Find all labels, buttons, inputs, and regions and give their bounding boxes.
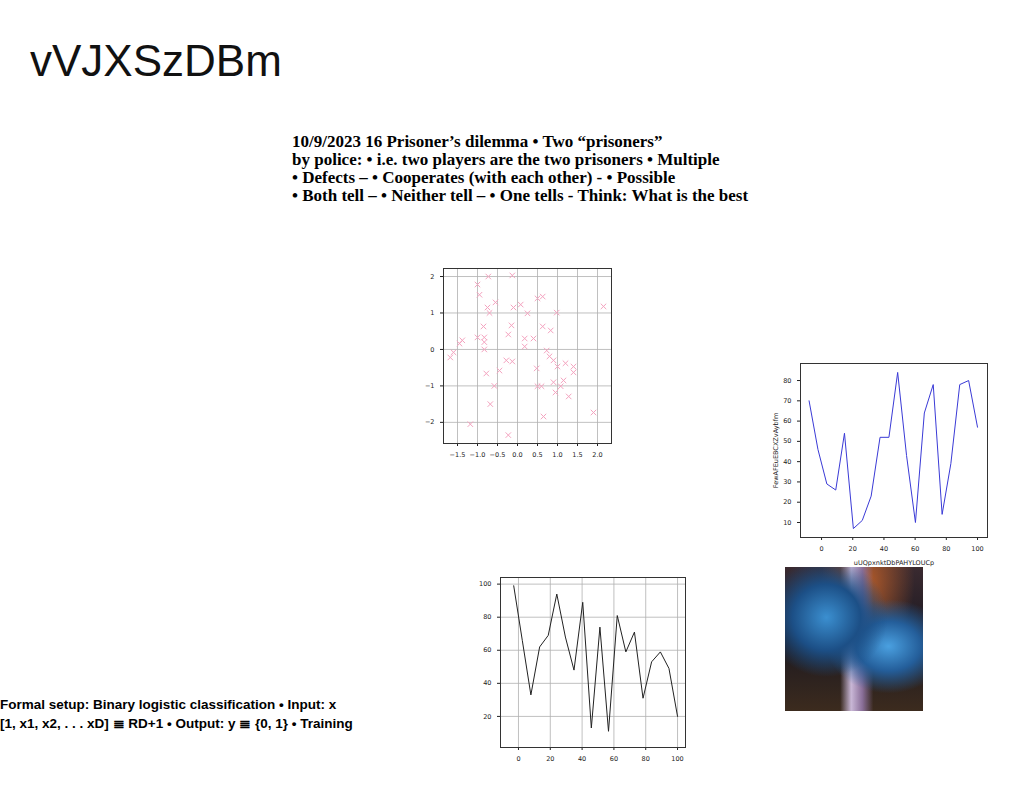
svg-text:FewAFEuEBCXZvAybfm: FewAFEuEBCXZvAybfm bbox=[772, 413, 780, 488]
svg-text:10: 10 bbox=[783, 519, 791, 527]
svg-text:80: 80 bbox=[783, 377, 791, 385]
svg-text:70: 70 bbox=[783, 397, 791, 405]
svg-text:2.0: 2.0 bbox=[592, 451, 602, 459]
svg-text:−1: −1 bbox=[425, 382, 435, 390]
svg-text:0.5: 0.5 bbox=[532, 451, 542, 459]
svg-text:1.0: 1.0 bbox=[552, 451, 562, 459]
svg-text:40: 40 bbox=[880, 545, 888, 553]
svg-text:1.5: 1.5 bbox=[572, 451, 582, 459]
svg-text:2: 2 bbox=[430, 273, 434, 281]
svg-text:20: 20 bbox=[849, 545, 857, 553]
svg-text:60: 60 bbox=[483, 646, 491, 654]
svg-text:60: 60 bbox=[911, 545, 919, 553]
svg-text:0.0: 0.0 bbox=[512, 451, 522, 459]
svg-text:100: 100 bbox=[479, 580, 491, 588]
svg-text:100: 100 bbox=[971, 545, 983, 553]
svg-text:80: 80 bbox=[942, 545, 950, 553]
svg-text:−2: −2 bbox=[425, 418, 435, 426]
svg-text:20: 20 bbox=[483, 712, 491, 720]
svg-text:−0.5: −0.5 bbox=[490, 451, 506, 459]
svg-text:40: 40 bbox=[578, 755, 586, 763]
html-text:• Both tell – • Neither tell –: • Both tell – • Neither tell – • One tel… bbox=[292, 186, 749, 205]
html-text:vVJXSzDBm: vVJXSzDBm bbox=[30, 36, 282, 85]
svg-text:−1.5: −1.5 bbox=[450, 451, 466, 459]
svg-text:1: 1 bbox=[430, 309, 434, 317]
svg-text:80: 80 bbox=[642, 755, 650, 763]
svg-text:40: 40 bbox=[783, 458, 791, 466]
svg-text:50: 50 bbox=[783, 437, 791, 445]
svg-text:−1.0: −1.0 bbox=[470, 451, 486, 459]
svg-text:30: 30 bbox=[783, 478, 791, 486]
html-text:• Defects – • Cooperates (with: • Defects – • Cooperates (with each othe… bbox=[292, 168, 676, 187]
svg-text:80: 80 bbox=[483, 613, 491, 621]
html-text:[1, x1, x2, . . . xD] ≣ RD+1 •: [1, x1, x2, . . . xD] ≣ RD+1 • Output: y… bbox=[0, 716, 353, 731]
html-text:Formal setup: Binary logistic: Formal setup: Binary logistic classifica… bbox=[0, 697, 337, 712]
svg-text:0: 0 bbox=[819, 545, 823, 553]
svg-text:20: 20 bbox=[783, 498, 791, 506]
html-text:by police: • i.e. two players: by police: • i.e. two players are the tw… bbox=[292, 150, 720, 169]
svg-text:40: 40 bbox=[483, 679, 491, 687]
svg-text:60: 60 bbox=[783, 417, 791, 425]
svg-text:0: 0 bbox=[516, 755, 520, 763]
svg-text:100: 100 bbox=[671, 755, 683, 763]
svg-text:60: 60 bbox=[610, 755, 618, 763]
svg-text:uUQpxnktDbPAHYLOUCp: uUQpxnktDbPAHYLOUCp bbox=[854, 559, 934, 567]
svg-text:0: 0 bbox=[430, 346, 434, 354]
svg-text:20: 20 bbox=[546, 755, 554, 763]
html-text:10/9/2023 16 Prisoner’s dilemm: 10/9/2023 16 Prisoner’s dilemma • Two “p… bbox=[292, 132, 663, 151]
